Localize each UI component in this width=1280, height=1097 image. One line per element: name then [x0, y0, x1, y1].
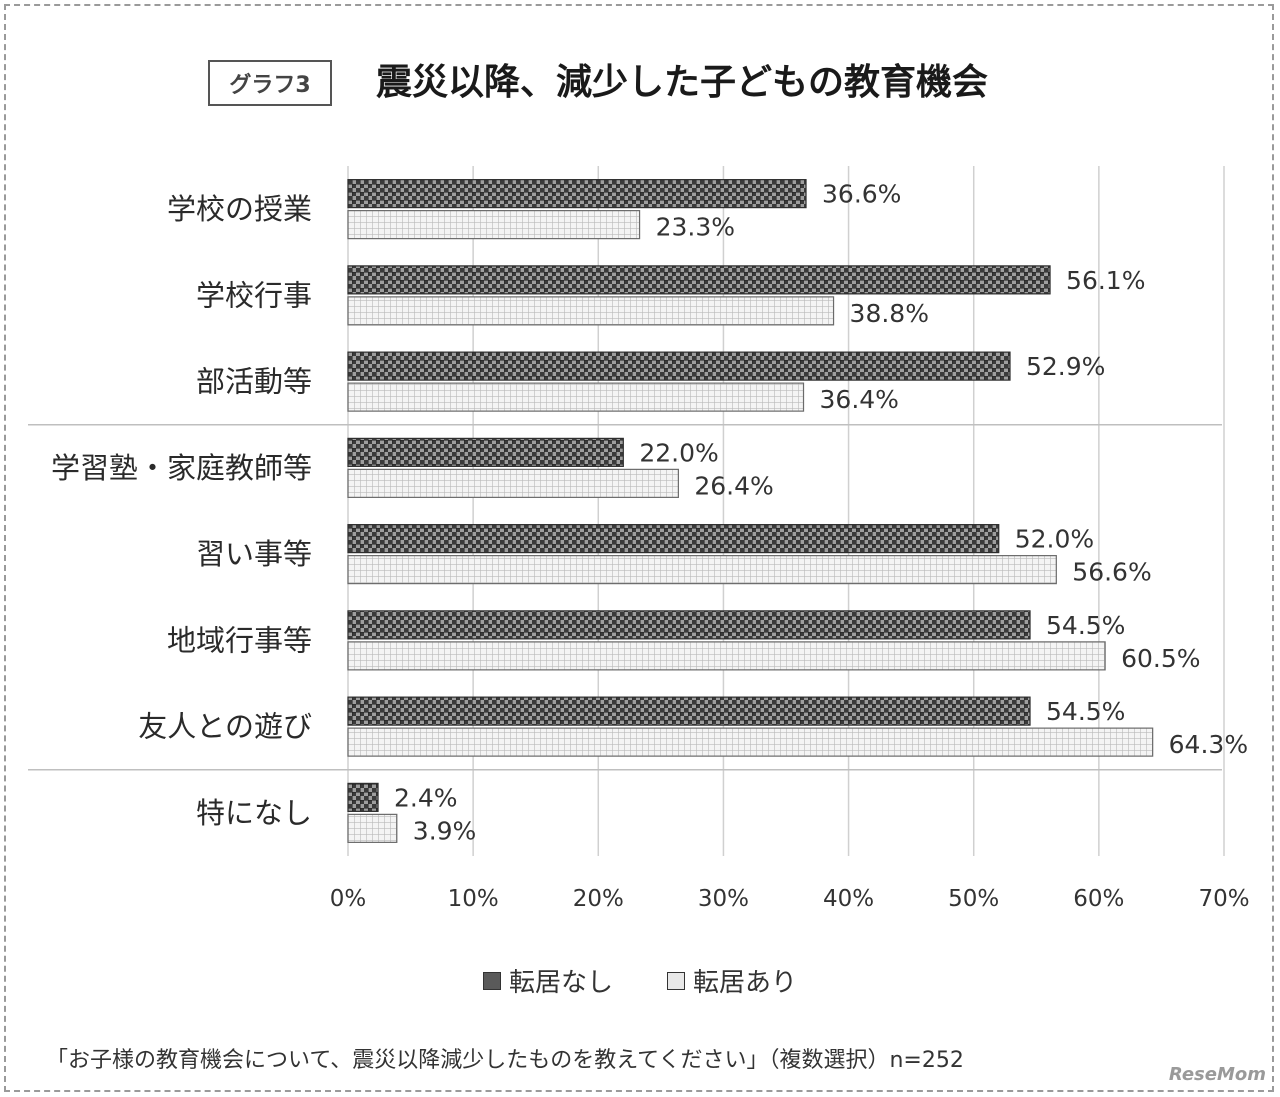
category-label: 学校行事	[196, 278, 312, 312]
legend-label-series-b: 転居あり	[693, 968, 798, 998]
category-label: 学習塾・家庭教師等	[51, 451, 312, 485]
x-tick-label: 20%	[573, 886, 624, 912]
bar-series-a	[347, 610, 1031, 640]
data-label-series-b: 26.4%	[694, 471, 773, 500]
bar-series-b	[347, 555, 1057, 585]
bar-series-a	[347, 351, 1011, 381]
data-label-series-b: 36.4%	[820, 385, 899, 414]
data-label-series-a: 22.0%	[639, 438, 718, 467]
bar-series-b	[347, 210, 641, 240]
chart-title: 震災以降、減少した子どもの教育機会	[376, 62, 989, 103]
data-label-series-b: 64.3%	[1169, 730, 1248, 759]
x-tick-label: 60%	[1073, 886, 1124, 912]
legend-swatch-series-a	[482, 971, 501, 990]
category-label: 友人との遊び	[138, 710, 312, 744]
bar-series-b	[347, 382, 805, 412]
bar-series-a	[347, 782, 379, 812]
bar-series-b	[347, 468, 679, 498]
graph-tag: グラフ3	[208, 60, 332, 106]
bar-series-a	[347, 524, 1000, 554]
legend-item-series-b: 転居あり	[667, 962, 797, 999]
bar-series-a	[347, 696, 1031, 726]
bar-series-a	[347, 179, 807, 209]
legend: 転居なし 転居あり	[0, 962, 1280, 999]
data-label-series-a: 52.9%	[1026, 352, 1105, 381]
data-label-series-a: 54.5%	[1046, 611, 1125, 640]
data-label-series-b: 38.8%	[850, 299, 929, 328]
category-label: 学校の授業	[167, 192, 312, 226]
data-label-series-a: 56.1%	[1066, 266, 1145, 295]
x-tick-label: 0%	[330, 886, 367, 912]
data-label-series-b: 3.9%	[413, 816, 477, 845]
data-label-series-b: 60.5%	[1121, 644, 1200, 673]
x-tick-label: 50%	[948, 886, 999, 912]
bar-series-b	[347, 727, 1154, 757]
data-label-series-b: 23.3%	[656, 213, 735, 242]
category-label: 地域行事等	[167, 623, 312, 657]
legend-item-series-a: 転居なし	[482, 962, 613, 999]
x-tick-label: 10%	[448, 886, 499, 912]
data-label-series-a: 36.6%	[822, 180, 901, 209]
data-label-series-a: 52.0%	[1015, 525, 1094, 554]
x-tick-label: 30%	[698, 886, 749, 912]
bar-series-a	[347, 265, 1051, 295]
x-tick-label: 70%	[1198, 886, 1249, 912]
data-label-series-a: 54.5%	[1046, 697, 1125, 726]
category-label: 部活動等	[196, 365, 312, 399]
legend-label-series-a: 転居なし	[508, 968, 613, 998]
x-tick-label: 40%	[823, 886, 874, 912]
watermark-logo: ReseMom	[1168, 1064, 1266, 1085]
bar-series-b	[347, 813, 398, 843]
data-label-series-a: 2.4%	[394, 783, 458, 812]
bar-series-b	[347, 296, 835, 326]
category-label: 習い事等	[196, 537, 312, 571]
legend-swatch-series-b	[667, 971, 685, 990]
chart-frame	[4, 4, 1274, 1092]
bar-series-a	[347, 437, 624, 467]
bar-series-b	[347, 641, 1106, 671]
data-label-series-b: 56.6%	[1072, 558, 1151, 587]
category-label: 特になし	[196, 796, 312, 830]
footnote: 「お子様の教育機会について、震災以降減少したものを教えてください」（複数選択）n…	[46, 1048, 964, 1073]
